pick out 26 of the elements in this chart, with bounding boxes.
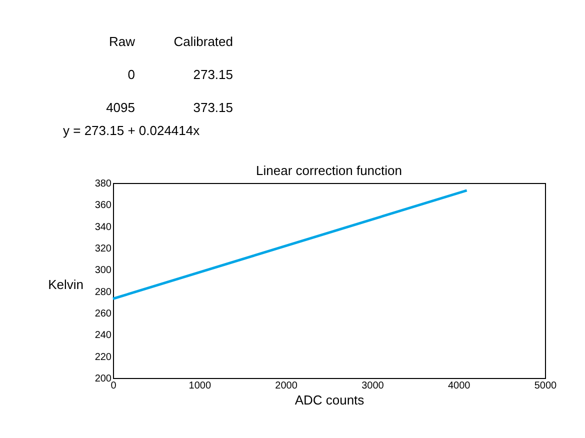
x-tick-label: 2000 [275, 380, 298, 392]
text: 0 [128, 67, 135, 82]
text: 373.15 [193, 100, 233, 115]
x-tick-label: 3000 [362, 380, 384, 392]
text: 273.15 [193, 67, 233, 82]
y-tick-label: 200 [94, 374, 112, 384]
text: Calibrated [174, 34, 233, 49]
chart-title: Linear correction function [256, 163, 402, 178]
text: 4095 [106, 100, 135, 115]
y-tick-label: 380 [94, 178, 112, 190]
y-tick-label: 260 [94, 308, 112, 320]
y-axis-title: Kelvin [48, 276, 84, 292]
text: Raw [108, 34, 136, 49]
y-tick-label: 240 [94, 330, 112, 342]
x-tick-label: 4000 [448, 380, 471, 392]
y-tick-label: 280 [94, 286, 112, 298]
x-tick-label: 5000 [534, 380, 558, 392]
x-axis-title: ADC counts [294, 392, 365, 408]
y-tick-label: 220 [94, 352, 112, 363]
text: y = 273.15 + 0.024414x [63, 123, 200, 138]
y-tick-label: 340 [94, 222, 112, 233]
y-tick-label: 360 [94, 200, 112, 212]
y-tick-label: 300 [94, 265, 112, 276]
y-tick-label: 320 [94, 244, 112, 254]
x-tick-label: 1000 [188, 380, 212, 392]
x-tick-label: 0 [110, 380, 117, 392]
